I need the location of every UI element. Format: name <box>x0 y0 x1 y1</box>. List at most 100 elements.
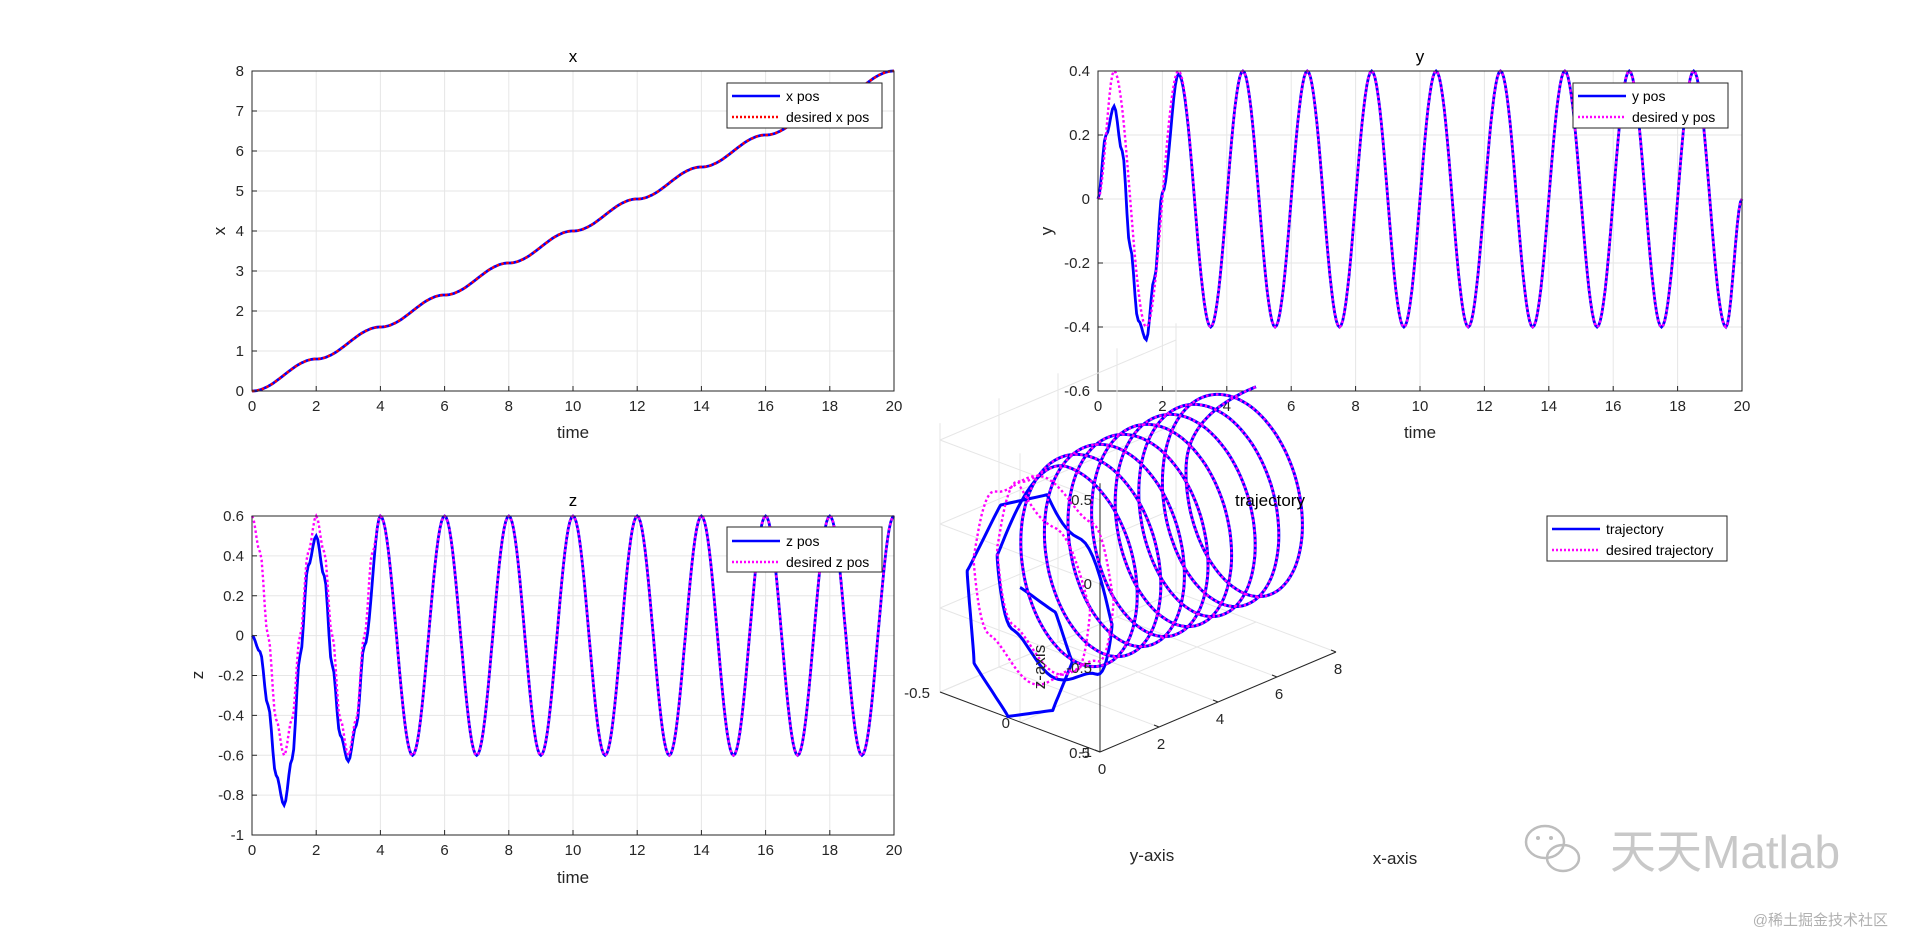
tick-label-x: 8 <box>505 398 513 415</box>
tick-label-x: 18 <box>821 842 838 859</box>
tick-label-x: 14 <box>693 398 710 415</box>
legend-label-desired-trajectory: desired trajectory <box>1606 542 1713 558</box>
tick-mark-3d-x <box>1330 649 1337 653</box>
subplot-title-trajectory: trajectory <box>1235 491 1305 510</box>
legend-label-z-pos: z pos <box>786 533 819 549</box>
tick-label-x: 0 <box>248 842 256 859</box>
tick-label-x: 18 <box>1669 398 1686 415</box>
legend-y: y pos desired y pos <box>1572 82 1729 129</box>
tick-label-y: 0.2 <box>1069 127 1090 144</box>
tick-label-y: -0.4 <box>218 707 244 724</box>
subplot-z: 0 2 4 6 8 10 12 14 16 18 20 -1 -0.8 -0.6 -0.4 -0.2 0 0.2 0… <box>188 491 902 887</box>
tick-label-y: 3 <box>236 263 244 280</box>
tick-label-x: 10 <box>565 842 582 859</box>
tick-label-x: 6 <box>440 842 448 859</box>
subplot-y: 0 2 4 6 8 10 12 14 16 18 20 -0.6 -0.4 -0.2 0 0.2 0.4 y t… <box>1037 47 1750 442</box>
tick-label-y: -0.6 <box>218 747 244 764</box>
tick-label-3d-z: 0 <box>1084 576 1092 593</box>
tick-mark-3d-x <box>1094 749 1101 753</box>
tick-label-y: 5 <box>236 183 244 200</box>
tick-mark-3d-x <box>1153 724 1160 728</box>
subplot-title-y: y <box>1416 47 1425 66</box>
legend-label-x-pos: x pos <box>786 88 819 104</box>
tick-label-x: 12 <box>629 842 646 859</box>
tick-label-x: 2 <box>312 842 320 859</box>
ticks-y: 0 2 4 6 8 10 12 14 16 18 20 -0.6 -0.4 -0.2 0 0.2 0.4 <box>1064 63 1750 415</box>
zlabel-trajectory: z-axis <box>1030 645 1049 689</box>
grid3d-back-z <box>939 507 1177 609</box>
xlabel-x: time <box>557 423 589 442</box>
tick-label-3d-y: -0.5 <box>904 685 930 702</box>
tick-label-x: 8 <box>505 842 513 859</box>
legend-label-desired-z-pos: desired z pos <box>786 554 869 570</box>
tick-label-x: 10 <box>565 398 582 415</box>
series-line-desired <box>252 69 894 393</box>
tick-label-y: -0.4 <box>1064 319 1090 336</box>
ylabel-z: z <box>188 671 207 680</box>
tick-mark-3d-x <box>1271 674 1278 678</box>
tick-label-y: 0 <box>236 383 244 400</box>
tick-label-y: -0.2 <box>218 668 244 685</box>
tick-label-x: 14 <box>1540 398 1557 415</box>
tick-label-x: 10 <box>1412 398 1429 415</box>
legend-label-desired-x-pos: desired x pos <box>786 109 869 125</box>
tick-label-x: 4 <box>376 398 384 415</box>
tick-label-3d-x: 0 <box>1098 761 1106 778</box>
tick-label-y: 6 <box>236 143 244 160</box>
tick-label-y: 4 <box>236 223 244 240</box>
legend-label-desired-y-pos: desired y pos <box>1632 109 1715 125</box>
tick-label-y: 0.6 <box>223 508 244 525</box>
grid3d-floor-y <box>1019 621 1257 723</box>
legend-box-trajectory <box>1546 515 1728 562</box>
tick-label-3d-x: 2 <box>1157 736 1165 753</box>
tick-label-3d-x: 4 <box>1216 711 1224 728</box>
watermark-credit: @稀土掘金技术社区 <box>1753 912 1888 929</box>
tick-label-y: -0.6 <box>1064 383 1090 400</box>
tick-mark-3d-x <box>1212 699 1219 703</box>
tick-label-y: -1 <box>231 827 244 844</box>
tick-label-y: 0.4 <box>1069 63 1090 80</box>
tick-label-x: 6 <box>1287 398 1295 415</box>
tick-label-y: 0.2 <box>223 588 244 605</box>
tick-label-x: 0 <box>1094 398 1102 415</box>
tick-label-3d-y: 0 <box>1002 715 1010 732</box>
tick-label-x: 12 <box>1476 398 1493 415</box>
tick-label-x: 6 <box>440 398 448 415</box>
axis3d-y <box>939 691 1101 753</box>
tick-label-x: 0 <box>248 398 256 415</box>
tick-label-x: 14 <box>693 842 710 859</box>
tick-label-x: 20 <box>886 842 903 859</box>
tick-label-3d-y: 0.5 <box>1069 745 1090 762</box>
ylabel-y: y <box>1037 226 1056 235</box>
xlabel-trajectory: x-axis <box>1373 849 1417 868</box>
subplot-title-x: x <box>569 47 578 66</box>
ticks-z: 0 2 4 6 8 10 12 14 16 18 20 -1 -0.8 -0.6 -0.4 -0.2 0 0.2 0… <box>218 508 902 859</box>
tick-label-y: -0.2 <box>1064 255 1090 272</box>
tick-label-x: 8 <box>1351 398 1359 415</box>
legend-z: z pos desired z pos <box>726 526 883 573</box>
legend-x: x pos desired x pos <box>726 82 883 129</box>
legend-trajectory: trajectory desired trajectory <box>1546 515 1728 562</box>
tick-label-y: 8 <box>236 63 244 80</box>
tick-label-y: 0.4 <box>223 548 244 565</box>
ylabel-trajectory: y-axis <box>1130 846 1174 865</box>
grid3d-back-z <box>939 339 1177 441</box>
wechat-icon <box>1524 824 1581 873</box>
tick-label-y: -0.8 <box>218 787 244 804</box>
tick-label-3d-z: -1 <box>1079 744 1092 761</box>
watermark-brand: 天天Matlab <box>1610 826 1840 878</box>
legend-label-trajectory: trajectory <box>1606 521 1664 537</box>
series-helix-desired <box>972 385 1304 686</box>
series-helix-actual <box>965 385 1304 718</box>
tick-label-x: 20 <box>886 398 903 415</box>
tick-label-x: 12 <box>629 398 646 415</box>
tick-label-y: 7 <box>236 103 244 120</box>
tick-label-x: 18 <box>821 398 838 415</box>
tick-label-x: 2 <box>312 398 320 415</box>
grid3d-side-z <box>939 439 1101 501</box>
